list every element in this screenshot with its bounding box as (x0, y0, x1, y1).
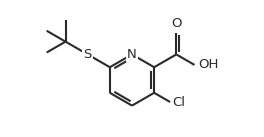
Text: Cl: Cl (172, 95, 185, 109)
Text: N: N (127, 48, 137, 61)
Text: O: O (171, 17, 182, 30)
Text: OH: OH (198, 58, 219, 71)
Text: S: S (83, 48, 92, 61)
